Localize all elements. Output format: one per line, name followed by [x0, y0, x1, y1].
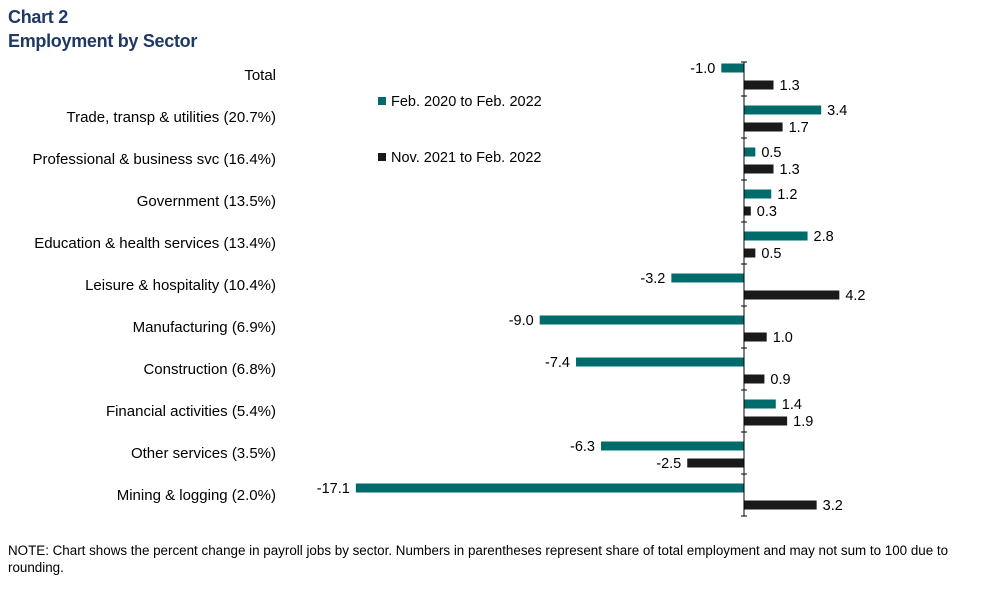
bar-series-1 [744, 105, 822, 115]
bar-series-2 [744, 122, 783, 132]
data-label: -7.4 [545, 355, 570, 371]
bar-series-1 [744, 231, 808, 241]
bar-series-2 [744, 374, 765, 384]
chart-title-line-1: Chart 2 [8, 7, 68, 27]
data-label: -17.1 [317, 481, 350, 497]
bar-series-2 [744, 332, 767, 342]
bar-series-1 [744, 147, 756, 157]
chart-title-line-2: Employment by Sector [8, 31, 198, 51]
category-label: Professional & business svc (16.4%) [33, 151, 276, 168]
data-label: 1.0 [773, 330, 793, 346]
bar-series-1 [600, 441, 744, 451]
data-label: -1.0 [690, 61, 715, 77]
data-label: 1.3 [780, 78, 800, 94]
category-label: Government (13.5%) [137, 193, 276, 210]
bar-series-1 [539, 315, 744, 325]
legend-label-1: Feb. 2020 to Feb. 2022 [391, 94, 542, 110]
bar-series-1 [721, 63, 744, 73]
data-label: 4.2 [845, 288, 865, 304]
bar-series-2 [687, 458, 744, 468]
bar-series-2 [744, 500, 817, 510]
data-label: 0.9 [770, 372, 790, 388]
category-label: Other services (3.5%) [131, 445, 276, 462]
bar-series-1 [671, 273, 744, 283]
data-label: 1.3 [780, 162, 800, 178]
bar-series-2 [744, 206, 751, 216]
data-label: 1.9 [793, 414, 813, 430]
bar-series-2 [744, 80, 774, 90]
bar-series-1 [355, 483, 744, 493]
chart-note: NOTE: Chart shows the percent change in … [8, 543, 949, 575]
data-label: 2.8 [814, 229, 834, 245]
data-label: 1.7 [789, 120, 809, 136]
bar-series-2 [744, 164, 774, 174]
category-label: Education & health services (13.4%) [34, 235, 276, 252]
data-label: 0.5 [761, 145, 781, 161]
bar-series-2 [744, 416, 788, 426]
data-label: -6.3 [570, 439, 595, 455]
category-label: Total [244, 67, 276, 84]
legend-label-2: Nov. 2021 to Feb. 2022 [391, 150, 541, 166]
category-label: Construction (6.8%) [143, 361, 276, 378]
legend-swatch-1 [378, 97, 386, 105]
data-label: 1.2 [777, 187, 797, 203]
legend-swatch-2 [378, 153, 386, 161]
bar-series-2 [744, 290, 840, 300]
category-label: Leisure & hospitality (10.4%) [85, 277, 276, 294]
data-label: 1.4 [782, 397, 802, 413]
category-label: Mining & logging (2.0%) [117, 487, 276, 504]
data-label: -3.2 [640, 271, 665, 287]
data-label: 3.4 [827, 103, 847, 119]
data-label: -9.0 [509, 313, 534, 329]
data-label: 3.2 [823, 498, 843, 514]
data-label: -2.5 [656, 456, 681, 472]
bar-series-1 [744, 399, 776, 409]
data-label: 0.5 [761, 246, 781, 262]
bar-series-1 [744, 189, 772, 199]
category-label: Manufacturing (6.9%) [133, 319, 276, 336]
category-label: Financial activities (5.4%) [106, 403, 276, 420]
data-label: 0.3 [757, 204, 777, 220]
bar-series-1 [576, 357, 744, 367]
bar-series-2 [744, 248, 756, 258]
category-label: Trade, transp & utilities (20.7%) [66, 109, 276, 126]
